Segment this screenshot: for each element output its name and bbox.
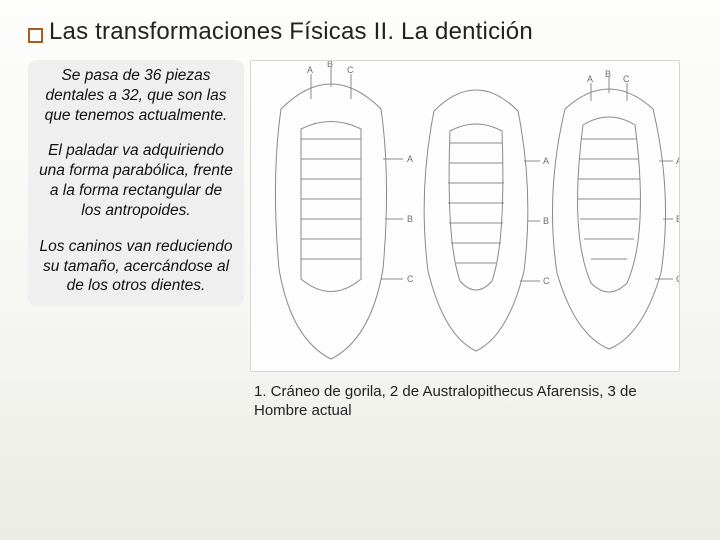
skull-svg: A B C A B C A B bbox=[251, 61, 680, 372]
svg-text:B: B bbox=[676, 214, 680, 224]
right-column: A B C A B C A B bbox=[250, 60, 692, 420]
svg-text:C: C bbox=[347, 65, 354, 75]
left-panel: Se pasa de 36 piezas dentales a 32, que … bbox=[28, 60, 244, 306]
svg-text:A: A bbox=[543, 156, 549, 166]
bullet-square-icon bbox=[28, 28, 43, 43]
svg-text:C: C bbox=[676, 274, 680, 284]
svg-text:C: C bbox=[407, 274, 414, 284]
svg-text:B: B bbox=[407, 214, 413, 224]
slide: Las transformaciones Físicas II. La dent… bbox=[0, 0, 720, 540]
paragraph-1: Se pasa de 36 piezas dentales a 32, que … bbox=[38, 66, 234, 125]
slide-title: Las transformaciones Físicas II. La dent… bbox=[49, 18, 533, 46]
svg-text:B: B bbox=[605, 69, 611, 79]
svg-text:A: A bbox=[587, 74, 593, 84]
title-row: Las transformaciones Físicas II. La dent… bbox=[28, 18, 692, 46]
paragraph-3: Los caninos van reduciendo su tamaño, ac… bbox=[38, 237, 234, 296]
svg-text:A: A bbox=[676, 156, 680, 166]
svg-text:C: C bbox=[623, 74, 630, 84]
skull-diagram: A B C A B C A B bbox=[250, 60, 680, 372]
svg-text:B: B bbox=[543, 216, 549, 226]
paragraph-2: El paladar va adquiriendo una forma para… bbox=[38, 141, 234, 220]
diagram-caption: 1. Cráneo de gorila, 2 de Australopithec… bbox=[250, 378, 670, 420]
svg-text:A: A bbox=[407, 154, 413, 164]
svg-text:A: A bbox=[307, 65, 313, 75]
svg-text:B: B bbox=[327, 61, 333, 69]
svg-text:C: C bbox=[543, 276, 550, 286]
content-row: Se pasa de 36 piezas dentales a 32, que … bbox=[28, 60, 692, 420]
